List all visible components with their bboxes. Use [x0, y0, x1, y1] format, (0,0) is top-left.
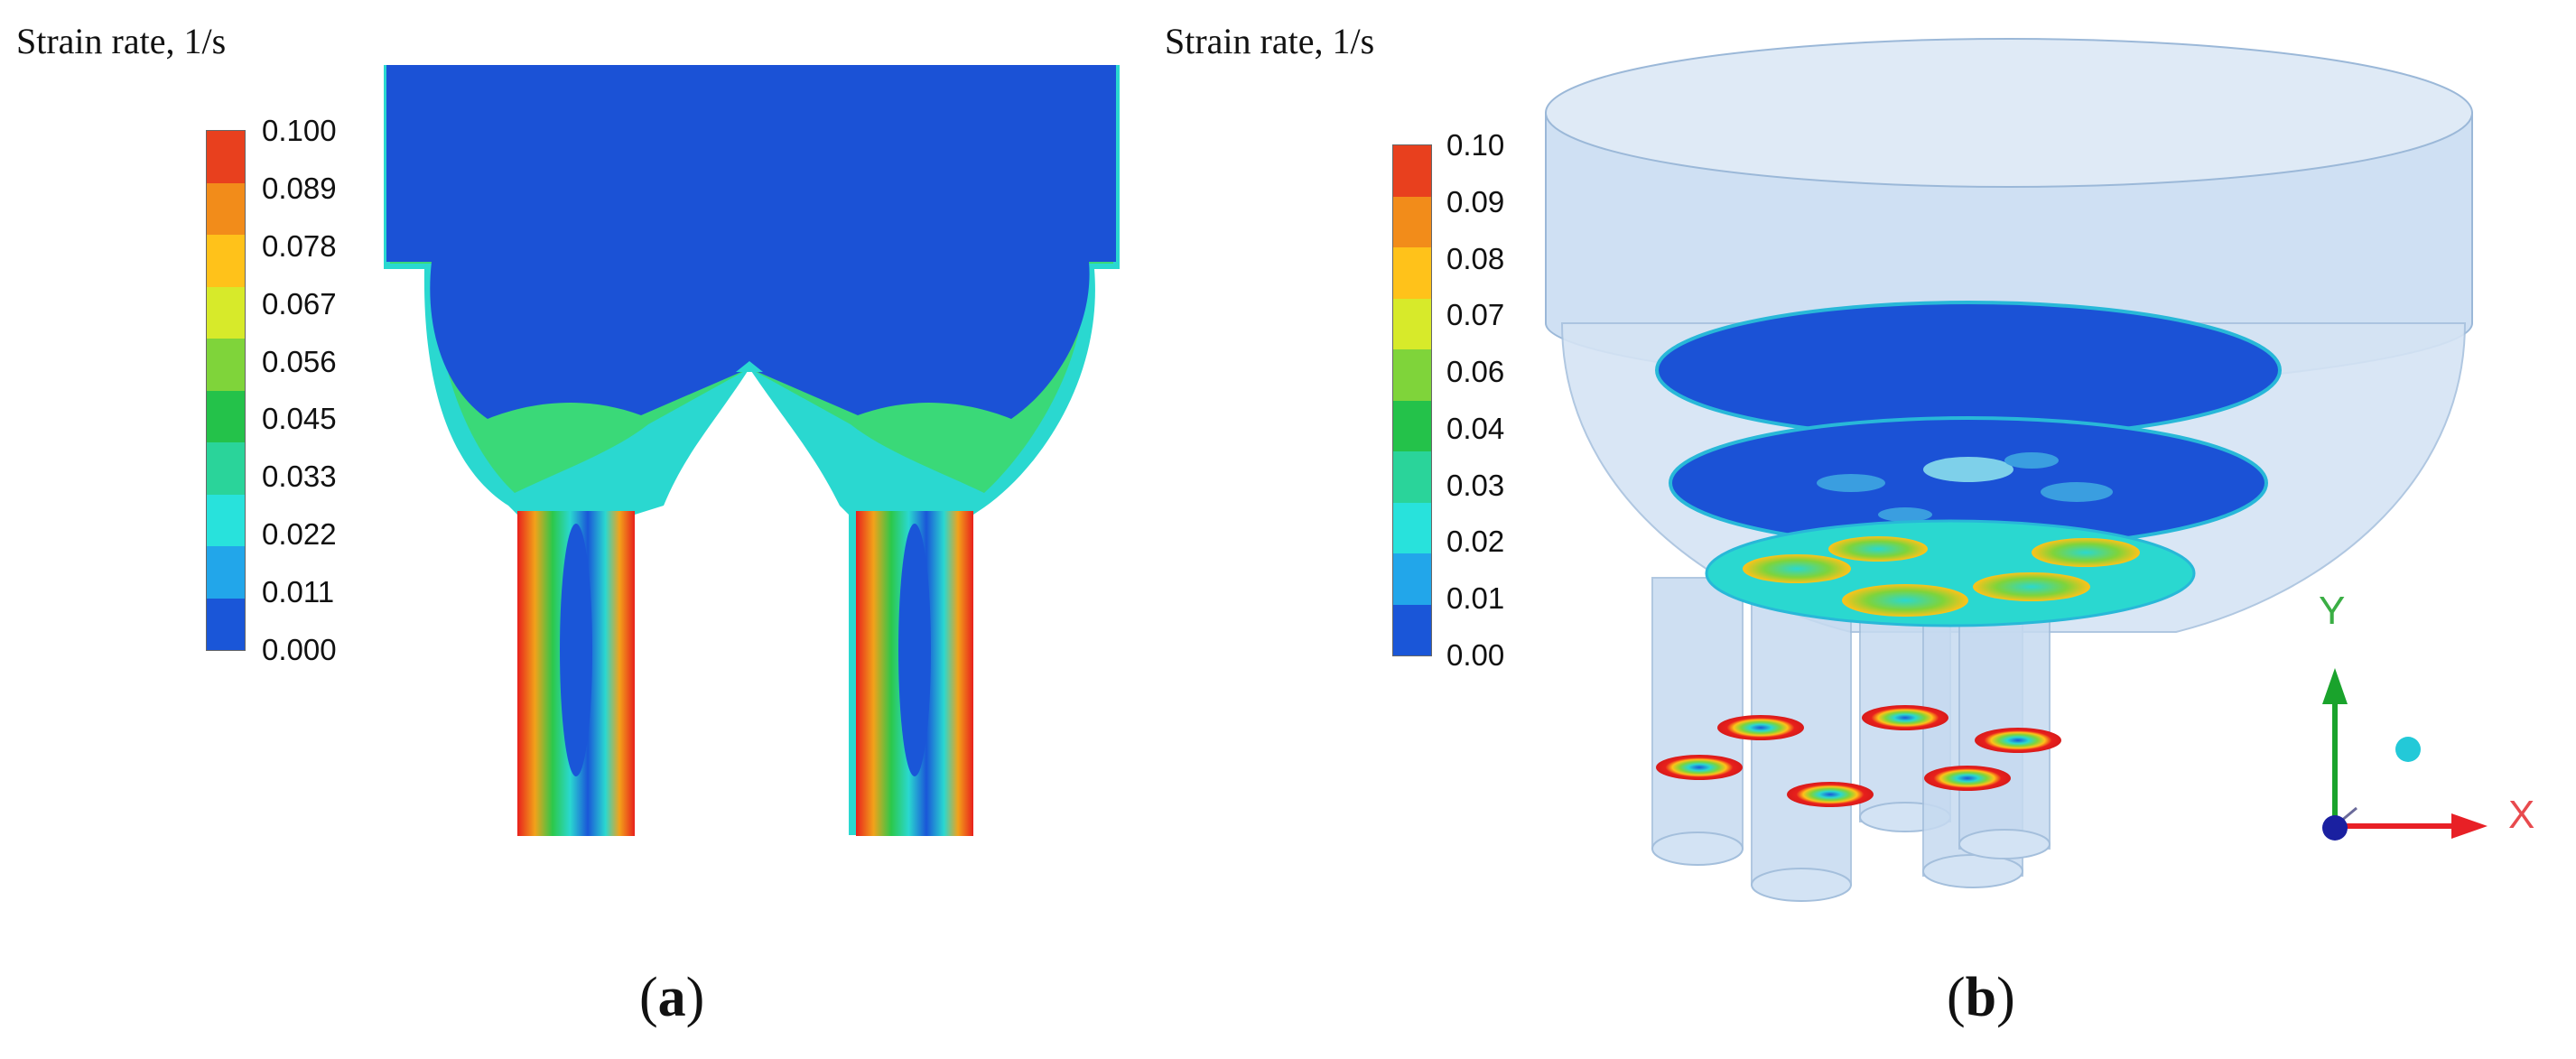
outlet-section	[1862, 705, 1948, 730]
vessel-core-field	[386, 65, 1116, 419]
colorbar-segment	[207, 390, 245, 442]
scale-title: Strain rate, 1/s	[16, 21, 227, 61]
colorbar-tick-label: 0.100	[262, 114, 337, 147]
outlet-section	[1656, 755, 1743, 780]
colorbar-segment	[1393, 604, 1431, 655]
colorbar-tick-label: 0.000	[262, 633, 337, 666]
colorbar-tick-label: 0.01	[1446, 581, 1505, 616]
outlet-cylinder-base	[1751, 868, 1852, 902]
strain-field-section	[384, 65, 1120, 836]
colorbar-segment	[1393, 298, 1431, 349]
outlet-cylinder	[1651, 577, 1744, 850]
colorbar-segment	[207, 494, 245, 546]
outlet-cylinder-base	[1651, 831, 1744, 866]
outlet-cylinder	[1751, 595, 1852, 886]
colorbar-tick-label: 0.06	[1446, 355, 1505, 389]
scale-title: Strain rate, 1/s	[1165, 21, 1375, 61]
colorbar-tick-label: 0.03	[1446, 468, 1505, 502]
colorbar-segment	[1393, 502, 1431, 553]
outlet-section	[1975, 728, 2061, 753]
triad-y-arrowhead	[2322, 668, 2348, 704]
triad-marker	[2395, 737, 2421, 762]
junction-ridge	[736, 361, 763, 372]
colorbar-segment	[1393, 400, 1431, 451]
panel-a: Strain rate, 1/s 0.100 0.089 0.078 0.067 0.0…	[0, 0, 1165, 1059]
panel-b: Strain rate, 1/s 0.10 0.09 0.08 0.07 0.06 0.0…	[1165, 0, 2576, 1059]
colorbar	[1392, 144, 1432, 656]
triad-x-label: X	[2508, 793, 2535, 837]
colorbar	[206, 130, 246, 651]
triad-origin	[2322, 815, 2348, 841]
colorbar-segment	[207, 546, 245, 599]
colorbar-tick-label: 0.10	[1446, 128, 1505, 162]
colorbar-segment	[1393, 196, 1431, 247]
colorbar-tick-label: 0.078	[262, 228, 337, 263]
colorbar-tick-label: 0.033	[262, 460, 337, 494]
caption-a: (a)	[639, 967, 705, 1028]
colorbar-segment	[1393, 451, 1431, 503]
colorbar-segment	[207, 182, 245, 235]
pipe-core-left	[560, 524, 592, 776]
colorbar-tick-label: 0.022	[262, 517, 337, 552]
triad-x-arrowhead	[2451, 813, 2488, 839]
colorbar-segment	[207, 598, 245, 650]
pipe-core-right	[898, 524, 931, 776]
colorbar-segment	[207, 286, 245, 339]
colorbar-tick-label: 0.07	[1446, 298, 1505, 332]
colorbar-tick-label: 0.045	[262, 402, 337, 436]
colorbar-segment	[1393, 349, 1431, 401]
outlet-section	[1787, 782, 1874, 807]
colorbar-tick-label: 0.089	[262, 171, 337, 205]
colorbar-segment	[1393, 553, 1431, 605]
strain-field-3d	[1545, 38, 2488, 902]
triad-y-label: Y	[2319, 589, 2346, 633]
colorbar-segment	[207, 235, 245, 287]
colorbar-tick-label: 0.08	[1446, 241, 1505, 275]
colorbar-tick-label: 0.067	[262, 286, 337, 320]
colorbar-segment	[207, 339, 245, 391]
caption-b: (b)	[1947, 967, 2015, 1028]
colorbar-segment	[1393, 145, 1431, 197]
colorbar-tick-label: 0.056	[262, 344, 337, 378]
colorbar-tick-label: 0.00	[1446, 638, 1505, 672]
colorbar-tick-label: 0.02	[1446, 525, 1505, 559]
colorbar-segment	[207, 442, 245, 495]
colorbar-segment	[1393, 247, 1431, 299]
colorbar-tick-label: 0.09	[1446, 184, 1505, 218]
colorbar-segment	[207, 131, 245, 183]
colorbar-tick-label: 0.04	[1446, 411, 1505, 445]
outlet-cylinder-base	[1922, 854, 2023, 888]
shell-top-rim	[1545, 38, 2473, 188]
outlet-section	[1717, 715, 1804, 740]
outlet-cylinder-base	[1958, 829, 2051, 859]
colorbar-tick-label: 0.011	[262, 575, 335, 609]
outlet-section	[1924, 766, 2011, 791]
